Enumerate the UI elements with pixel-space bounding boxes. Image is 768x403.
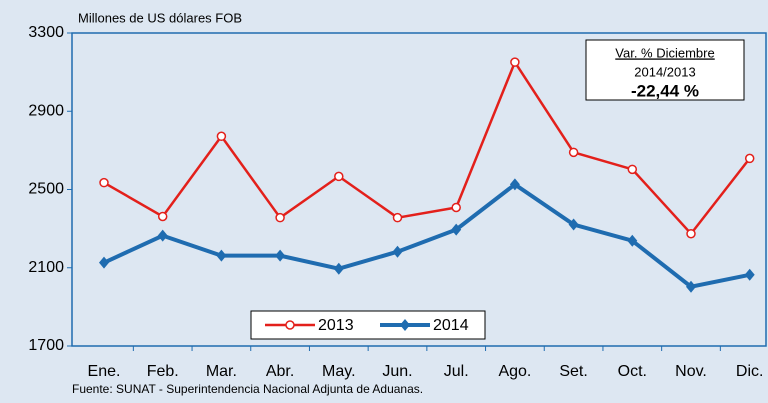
- legend-label: 2014: [433, 317, 469, 334]
- point: [744, 153, 755, 164]
- point: [392, 245, 403, 258]
- y-tick-label: 2500: [28, 181, 64, 198]
- x-tick-label: Ago.: [498, 363, 531, 380]
- point: [509, 178, 520, 191]
- point: [568, 218, 579, 231]
- y-tick-label: 3300: [28, 24, 64, 41]
- point: [157, 229, 168, 242]
- point: [334, 171, 344, 182]
- point: [627, 234, 638, 247]
- point: [99, 256, 109, 269]
- point: [392, 212, 403, 223]
- x-tick-label: Dic.: [736, 363, 764, 380]
- point: [686, 228, 696, 239]
- x-tick-label: May.: [322, 363, 355, 380]
- annotation-subtitle: 2014/2013: [634, 64, 695, 79]
- annotation-value: -22,44 %: [631, 81, 699, 100]
- y-axis-label: Millones de US dólares FOB: [78, 10, 242, 25]
- x-tick-label: Jun.: [382, 363, 412, 380]
- point: [627, 164, 638, 175]
- x-tick-label: Ene.: [88, 363, 121, 380]
- point: [216, 249, 227, 262]
- series-line: [103, 59, 751, 236]
- y-tick-label: 2900: [28, 102, 64, 119]
- point: [275, 249, 286, 262]
- x-tick-label: Oct.: [618, 363, 647, 380]
- series-line: [103, 181, 751, 289]
- point: [216, 131, 227, 142]
- point: [157, 211, 168, 222]
- point: [451, 223, 462, 236]
- y-tick-label: 2100: [28, 259, 64, 276]
- point: [510, 57, 520, 67]
- x-tick-label: Feb.: [147, 363, 179, 380]
- x-tick-label: Mar.: [206, 363, 237, 380]
- annotation-title: Var. % Diciembre: [615, 45, 714, 60]
- point: [333, 262, 344, 275]
- point: [99, 177, 109, 188]
- point: [285, 320, 295, 330]
- x-tick-label: Jul.: [444, 363, 469, 380]
- point: [686, 280, 696, 293]
- x-tick-label: Set.: [559, 363, 587, 380]
- point: [568, 147, 579, 158]
- x-tick-label: Nov.: [675, 363, 707, 380]
- point: [400, 319, 410, 331]
- point: [744, 268, 755, 281]
- y-tick-label: 1700: [28, 337, 64, 354]
- x-tick-label: Abr.: [266, 363, 294, 380]
- point: [451, 202, 461, 213]
- point: [275, 212, 285, 223]
- source: Fuente: SUNAT - Superintendencia Naciona…: [72, 382, 423, 396]
- annotation-box: [585, 39, 745, 101]
- legend-label: 2013: [318, 317, 354, 334]
